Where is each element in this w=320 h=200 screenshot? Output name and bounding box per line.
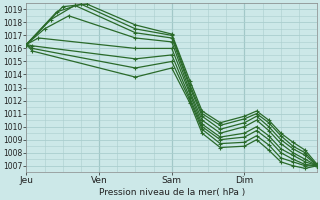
X-axis label: Pression niveau de la mer( hPa ): Pression niveau de la mer( hPa )	[99, 188, 245, 197]
